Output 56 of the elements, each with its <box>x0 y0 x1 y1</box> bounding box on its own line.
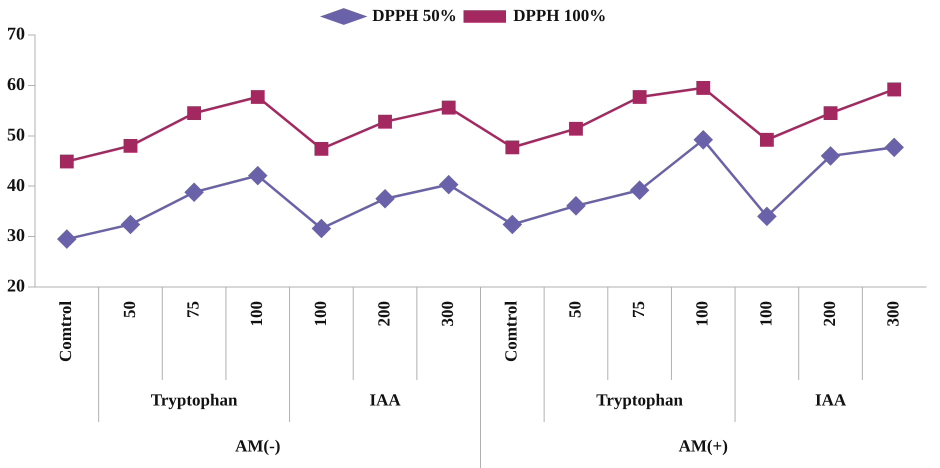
point <box>569 122 583 136</box>
point <box>58 230 76 248</box>
x-tick-label: 100 <box>310 300 330 326</box>
point <box>696 81 710 95</box>
y-tick-label: 60 <box>7 74 25 94</box>
point <box>187 106 202 120</box>
point <box>694 130 712 150</box>
point <box>632 90 647 104</box>
text: AM(-) <box>235 436 280 456</box>
point <box>439 175 458 194</box>
point <box>378 114 392 129</box>
text: AM(+) <box>678 436 728 456</box>
point <box>124 138 138 153</box>
point <box>887 82 902 96</box>
text: IAA <box>814 390 847 410</box>
x-tick-label: 200 <box>820 300 839 326</box>
point <box>760 132 774 147</box>
x-tick-label: 75 <box>184 300 202 318</box>
x-tick-label: 100 <box>756 300 776 326</box>
point <box>376 190 394 208</box>
point <box>566 196 586 216</box>
point <box>824 106 838 120</box>
x-tick-label: Comtrol <box>56 300 76 362</box>
legend-label: DPPH 100% <box>513 6 606 25</box>
point <box>630 180 649 200</box>
y-tick-label: 70 <box>7 24 25 44</box>
point <box>758 207 776 226</box>
point <box>121 215 140 234</box>
point <box>503 215 522 234</box>
text: Tryptophan <box>150 390 238 410</box>
point <box>314 142 328 156</box>
y-tick-label: 20 <box>7 276 25 296</box>
text: IAA <box>369 390 402 410</box>
x-tick-label: 100 <box>247 300 266 326</box>
point <box>250 90 265 104</box>
point <box>248 166 267 185</box>
point <box>884 138 904 157</box>
text: Tryptophan <box>596 390 684 410</box>
x-tick-label: Comtrol <box>502 300 521 362</box>
point <box>184 182 204 202</box>
point <box>312 219 331 238</box>
x-tick-label: 300 <box>884 300 903 326</box>
point <box>821 146 840 166</box>
point <box>505 140 520 154</box>
y-tick-label: 50 <box>7 124 25 144</box>
x-tick-label: 300 <box>438 300 458 326</box>
y-tick-label: 30 <box>7 225 25 246</box>
y-tick-label: 40 <box>7 174 25 195</box>
x-tick-label: 200 <box>374 300 394 326</box>
point <box>60 154 74 168</box>
x-tick-label: 50 <box>565 300 584 318</box>
point <box>442 100 456 114</box>
x-tick-label: 100 <box>692 300 712 326</box>
x-tick-label: 75 <box>629 300 648 318</box>
legend-label: DPPH 50% <box>372 6 457 25</box>
x-tick-label: 50 <box>120 300 139 318</box>
